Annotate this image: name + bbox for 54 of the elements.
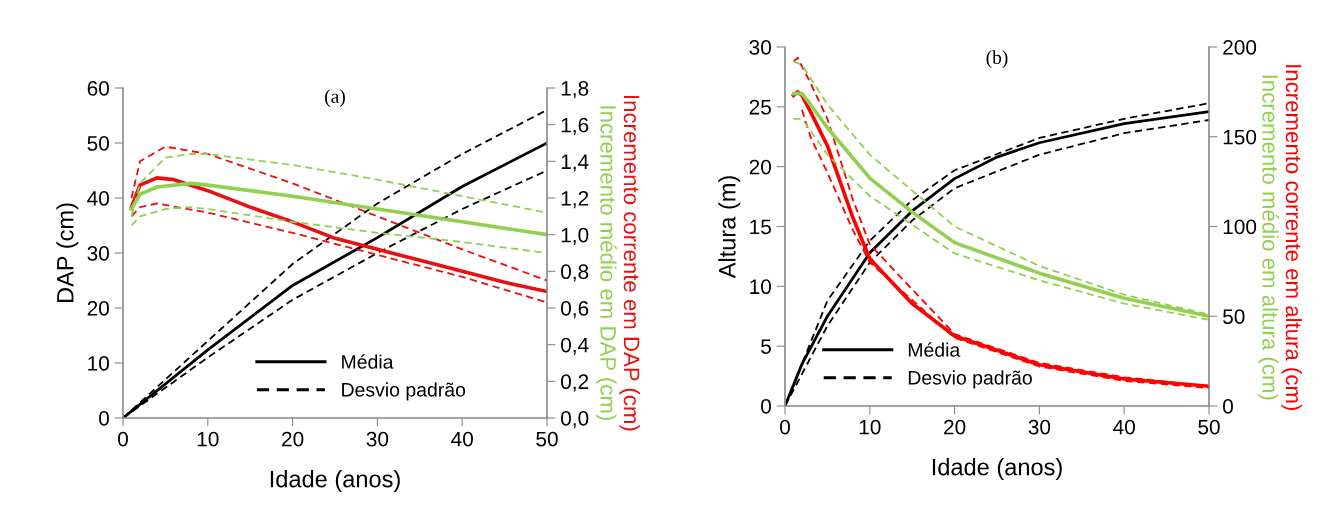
y-tick-label: 20 [87,301,109,316]
y2-tick-label: 0,6 [561,301,589,319]
chart-title: (b) [986,50,1008,68]
y2-tick-label: 0,0 [561,411,589,429]
x-tick-label: 40 [451,431,473,447]
legend-label: Desvio padrão [908,370,1032,389]
y-axis-title: DAP (cm) [56,203,79,303]
x-tick-label: 30 [366,431,389,447]
y2-tick-label: 0,2 [561,374,589,392]
y2-tick-label: 1,6 [561,117,589,135]
x-tick-label: 10 [859,419,881,435]
y-tick-label: 25 [749,99,771,115]
text: Incremento corrente em altura (cm) [1281,65,1303,411]
x-tick-label: 50 [1198,419,1220,435]
y-tick-label: 60 [87,81,109,96]
text: Incremento médio em DAP (cm) [595,106,617,421]
y-tick-label: 0 [761,399,771,414]
legend-label: Média [908,342,961,357]
y-axis-title: Altura (m) [718,176,741,279]
x-tick-label: 20 [282,431,304,447]
legend-label: Desvio padrão [342,382,466,401]
text: Incremento corrente em DAP (cm) [619,95,641,431]
y2-tick-label: 0,8 [561,264,589,282]
y2-tick-label: 50 [1223,309,1245,324]
y2-tick-label: 100 [1223,219,1257,235]
x-tick-label: 10 [197,431,219,447]
y-tick-label: 15 [750,219,771,235]
y2-tick-label: 0 [1223,399,1233,414]
y-tick-label: 10 [750,279,771,295]
y-tick-label: 50 [87,136,109,151]
y-tick-label: 20 [749,159,771,175]
y2-tick-label: 1,2 [561,191,589,209]
y-tick-label: 30 [749,40,771,55]
x-tick-label: 0 [780,419,790,435]
x-tick-label: 50 [536,431,558,447]
y2-tick-label: 0,4 [561,337,589,355]
y2-tick-label: 1,0 [561,227,589,245]
y-tick-label: 30 [87,246,109,261]
y2-tick-label: 1,8 [561,81,589,99]
y-tick-label: 10 [88,356,109,371]
y2-tick-label: 200 [1223,40,1257,55]
x-axis-title: Idade (anos) [932,458,1062,481]
y-tick-label: 5 [761,339,771,354]
legend-label: Média [342,354,394,369]
y-tick-label: 40 [87,191,109,206]
text: Incremento médio em altura (cm) [1257,75,1279,400]
x-tick-label: 0 [118,431,128,447]
x-tick-label: 40 [1113,419,1135,435]
x-tick-label: 20 [944,419,966,435]
y2-tick-label: 1,4 [561,154,589,172]
chart-title: (a) [325,89,345,107]
x-axis-title: Idade (anos) [270,470,400,493]
x-tick-label: 30 [1028,419,1051,435]
y2-tick-label: 150 [1223,129,1257,145]
